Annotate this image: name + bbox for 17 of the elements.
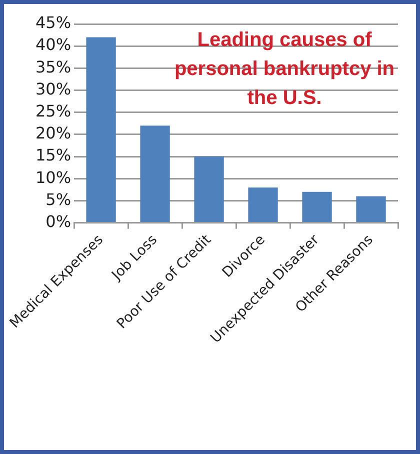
bar: [356, 196, 386, 222]
bar: [194, 156, 224, 222]
text: Leading causes of personal bankruptcy in the U.S.: [173, 28, 396, 111]
bar: [302, 192, 332, 222]
y-tick-label: 0%: [46, 212, 72, 231]
y-tick-label: 25%: [35, 102, 72, 121]
bar: [140, 126, 170, 222]
y-tick-label: 45%: [35, 13, 72, 32]
y-tick-label: 10%: [35, 168, 72, 187]
y-tick-label: 35%: [35, 57, 72, 76]
y-tick-label: 15%: [35, 146, 72, 165]
bar: [248, 187, 278, 222]
bar: [86, 37, 116, 222]
y-tick-label: 30%: [35, 79, 72, 98]
y-tick-label: 20%: [35, 124, 72, 143]
y-tick-label: 40%: [35, 35, 72, 54]
y-tick-label: 5%: [46, 190, 72, 209]
